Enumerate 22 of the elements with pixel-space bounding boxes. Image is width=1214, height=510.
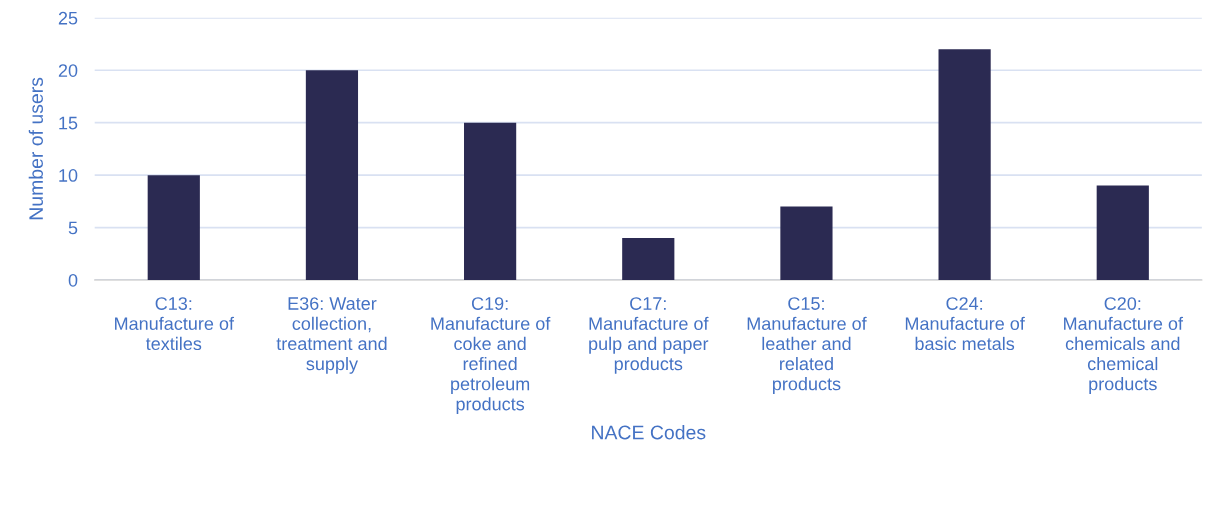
x-axis-title: NACE Codes	[592, 425, 706, 440]
y-tick-label: 10	[59, 169, 78, 182]
y-tick-label: 20	[58, 64, 78, 77]
bar	[305, 70, 359, 280]
x-tick-label: C13: Manufacture of textiles	[115, 297, 235, 351]
bar	[780, 206, 833, 280]
x-tick-label: C19: Manufacture of coke and refined petroleum products	[431, 297, 551, 414]
bar	[622, 238, 675, 280]
y-tick-label: 0	[68, 273, 78, 287]
x-tick-label: E36: Water collection, treatment and supply	[276, 297, 387, 374]
y-tick-label: 5	[68, 221, 78, 235]
y-tick-label: 15	[59, 116, 78, 130]
bar	[1096, 185, 1149, 280]
y-tick-label: 25	[58, 11, 78, 25]
y-axis-title: Number of users	[28, 77, 43, 220]
x-tick-label: C15: Manufacture of leather and related products	[747, 297, 867, 394]
bar	[464, 122, 517, 280]
bar	[938, 49, 991, 280]
x-tick-label: C17: Manufacture of pulp and paper products	[589, 297, 709, 374]
x-tick-label: C20: Manufacture of chemicals and chemical products	[1064, 297, 1184, 394]
bar	[147, 175, 200, 280]
x-tick-label: C24: Manufacture of basic metals	[905, 297, 1025, 351]
